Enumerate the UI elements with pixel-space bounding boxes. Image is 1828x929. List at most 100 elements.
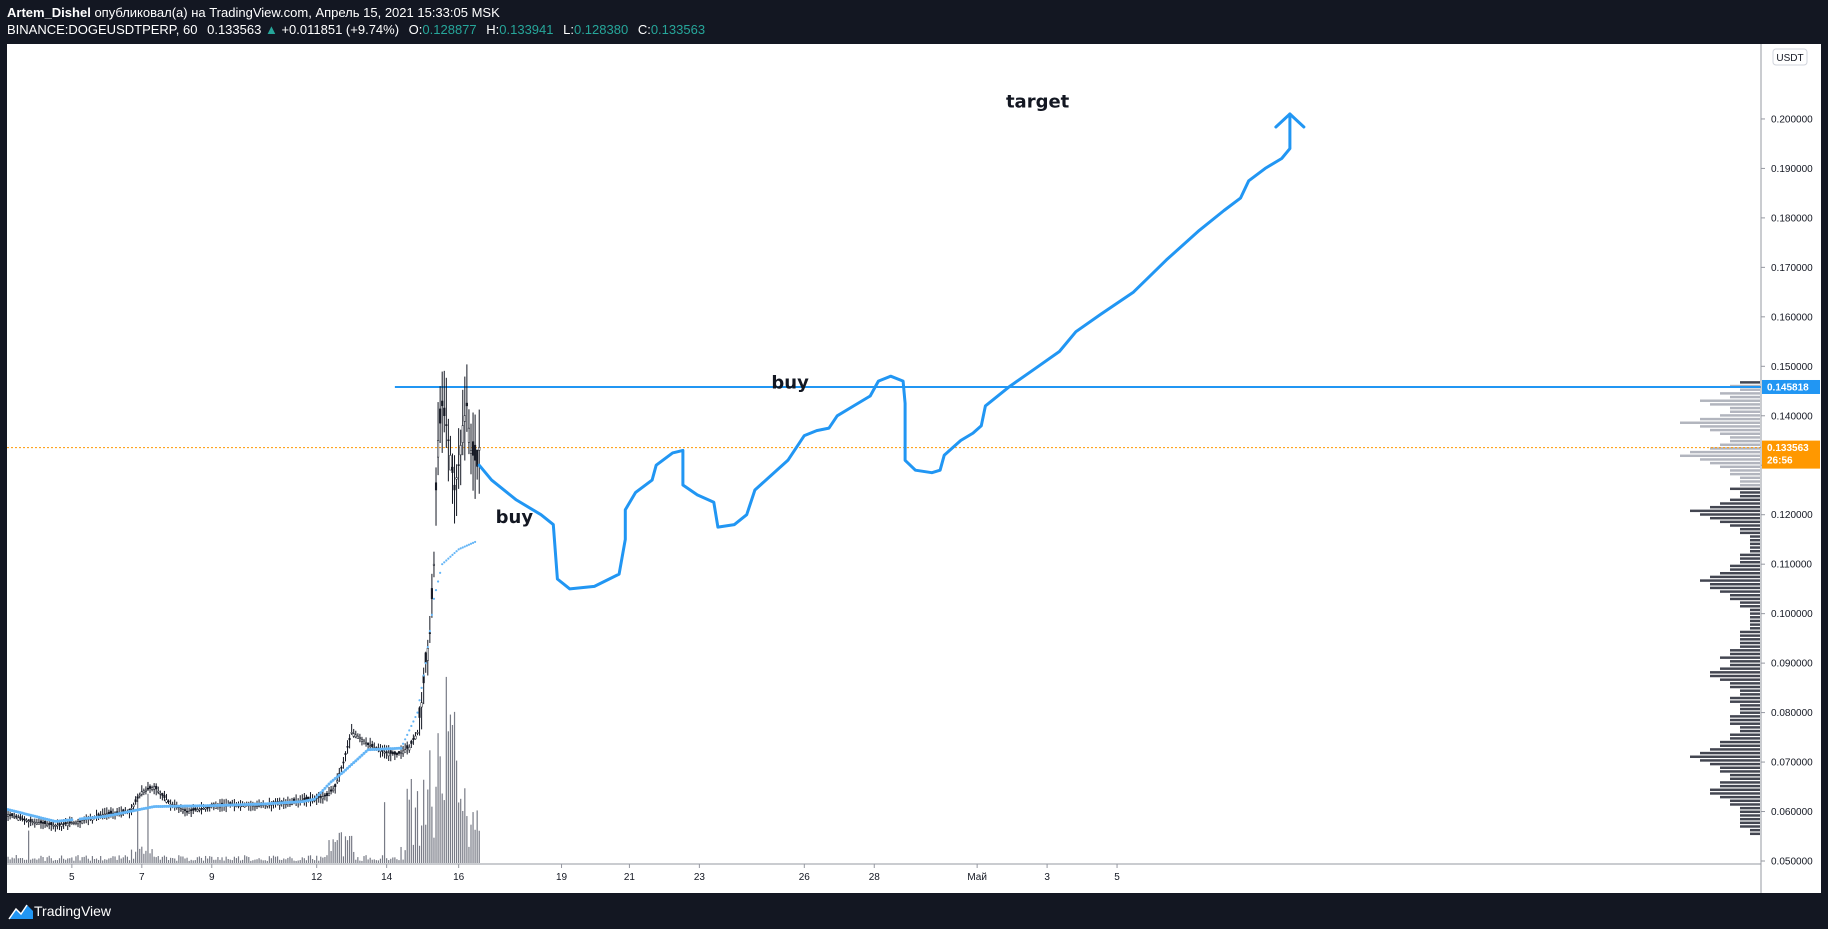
- volume-bar: [383, 802, 386, 863]
- time-tick-label: 21: [624, 872, 636, 883]
- candle-body: [457, 464, 460, 466]
- ma-dot: [356, 757, 360, 761]
- volume-bar: [416, 791, 419, 863]
- volume-bar: [270, 858, 273, 863]
- projection-path[interactable]: [477, 112, 1292, 591]
- ma-dot: [463, 545, 466, 548]
- volume-bar: [204, 855, 207, 863]
- candle-body: [397, 751, 401, 754]
- volume-bar: [349, 835, 351, 863]
- volume-profile-bar: [1720, 770, 1760, 773]
- volume-bar: [163, 855, 166, 863]
- candle-body: [437, 440, 440, 458]
- currency-badge[interactable]: USDT: [1772, 48, 1808, 66]
- annotation-buy-1[interactable]: buy: [496, 507, 534, 528]
- volume-profile-bar: [1690, 450, 1760, 454]
- volume-profile-bar: [1720, 740, 1760, 744]
- volume-bar: [336, 840, 338, 863]
- volume-bar: [410, 778, 412, 863]
- ma-dot: [331, 778, 335, 782]
- candle-body: [472, 441, 475, 456]
- volume-bar: [324, 856, 326, 863]
- volume-bar: [344, 836, 347, 863]
- volume-bar: [466, 816, 468, 863]
- candle-body: [7, 814, 10, 817]
- candle-body: [432, 563, 436, 566]
- price-tick-label: 0.190000: [1771, 164, 1813, 175]
- ma-dot: [352, 761, 356, 765]
- time-tick-label: 7: [139, 872, 145, 883]
- volume-profile-bar: [1690, 509, 1760, 513]
- volume-bar: [63, 858, 65, 863]
- volume-bar: [274, 856, 277, 863]
- candle-body: [19, 816, 22, 819]
- candle-body: [138, 794, 141, 797]
- tradingview-logo-icon[interactable]: [8, 901, 34, 921]
- volume-bar: [250, 860, 252, 863]
- annotation-target[interactable]: target: [1006, 92, 1070, 113]
- time-tick-label: 5: [69, 872, 75, 883]
- volume-bar: [13, 858, 15, 863]
- volume-profile-bar: [1740, 476, 1760, 480]
- author-name[interactable]: Artem_Dishel: [7, 5, 91, 20]
- volume-bar: [145, 850, 147, 863]
- volume-bar: [244, 855, 246, 863]
- time-axis[interactable]: 5 7 9 12 14 16 19 21 23 26 28 Май 3 5: [69, 864, 1120, 883]
- symbol-name[interactable]: BINANCE:DOGEUSDTPERP, 60: [7, 22, 198, 37]
- volume-profile-bar: [1710, 792, 1760, 795]
- volume-bar: [108, 858, 110, 863]
- volume-bar: [130, 849, 133, 863]
- candle-body: [52, 824, 55, 827]
- ma-dot: [436, 580, 440, 583]
- volume-profile-bar: [1740, 638, 1760, 641]
- candle-body: [321, 796, 324, 800]
- volume-profile-bar: [1740, 707, 1760, 711]
- volume-bar: [412, 844, 414, 863]
- ma-dot: [428, 629, 431, 633]
- annotation-buy-2[interactable]: buy: [771, 373, 809, 394]
- volume-bar: [375, 860, 377, 863]
- volume-bar: [425, 824, 427, 863]
- volume-bar: [398, 860, 400, 863]
- volume-bar: [157, 856, 159, 863]
- candle-body: [159, 793, 162, 795]
- price-axis[interactable]: 0.050000 0.060000 0.070000 0.080000 0.090000…: [1761, 114, 1813, 868]
- volume-profile-bar: [1700, 399, 1760, 402]
- volume-bar: [357, 857, 359, 863]
- ma-dot: [453, 551, 456, 555]
- close-label: C:: [637, 22, 651, 37]
- volume-bar: [239, 860, 242, 863]
- candle-body: [428, 632, 431, 634]
- chart-area[interactable]: buy buy target 0.050000 0.060000 0.070000 0…: [7, 44, 1821, 893]
- volume-bar: [299, 860, 301, 863]
- footer-brand[interactable]: TradingView: [34, 903, 112, 919]
- candle-body: [352, 733, 355, 737]
- ma-dot: [399, 746, 403, 750]
- candle-body: [453, 484, 456, 491]
- volume-bar: [83, 856, 85, 863]
- currency-label: USDT: [1776, 53, 1803, 64]
- ma-dot: [348, 764, 352, 768]
- candle-body: [153, 786, 156, 790]
- volume-bar: [225, 856, 227, 863]
- candle-body: [23, 818, 26, 821]
- price-tick-label: 0.160000: [1771, 312, 1813, 323]
- candle-body: [70, 822, 73, 824]
- high-label: H:: [486, 22, 500, 37]
- candle-body: [130, 807, 133, 810]
- volume-profile-bar: [1720, 432, 1760, 435]
- volume-bar: [400, 846, 402, 863]
- volume-bar: [174, 858, 176, 863]
- candle-body: [144, 789, 147, 792]
- time-tick-label: 28: [869, 872, 881, 883]
- chart-canvas[interactable]: buy buy target 0.0500000.0600000.0700000…: [7, 44, 1821, 893]
- volume-bar: [23, 859, 26, 863]
- volume-bar: [176, 860, 178, 863]
- time-tick-label: 26: [799, 872, 811, 883]
- volume-bar: [77, 855, 79, 863]
- volume-bar: [262, 860, 264, 863]
- volume-bar: [93, 859, 96, 863]
- volume-bar: [52, 860, 54, 863]
- target-arrow-icon[interactable]: [1274, 112, 1306, 129]
- volume-profile-bar: [1740, 527, 1760, 531]
